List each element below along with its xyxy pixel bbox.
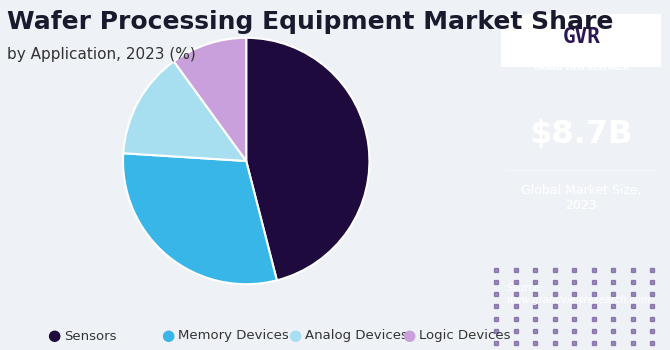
Text: Global Market Size,
2023: Global Market Size, 2023 [521, 184, 642, 212]
Text: by Application, 2023 (%): by Application, 2023 (%) [7, 47, 196, 62]
Wedge shape [174, 38, 247, 161]
Wedge shape [246, 38, 369, 280]
Text: ●: ● [288, 329, 302, 343]
Text: $8.7B: $8.7B [529, 119, 633, 150]
Text: Sensors: Sensors [64, 329, 116, 343]
FancyBboxPatch shape [501, 14, 661, 66]
Text: ●: ● [161, 329, 174, 343]
Text: Wafer Processing Equipment Market Share: Wafer Processing Equipment Market Share [7, 10, 613, 35]
Text: Source:
www.grandviewresearch.com: Source: www.grandviewresearch.com [507, 283, 651, 305]
Text: GVR: GVR [562, 27, 600, 47]
Text: ●: ● [402, 329, 415, 343]
Text: Analog Devices: Analog Devices [305, 329, 408, 343]
Wedge shape [123, 61, 246, 161]
Text: GRAND VIEW RESEARCH: GRAND VIEW RESEARCH [534, 65, 628, 71]
Text: Logic Devices: Logic Devices [419, 329, 511, 343]
Text: ●: ● [47, 329, 60, 343]
Wedge shape [123, 153, 277, 284]
Text: Memory Devices: Memory Devices [178, 329, 288, 343]
